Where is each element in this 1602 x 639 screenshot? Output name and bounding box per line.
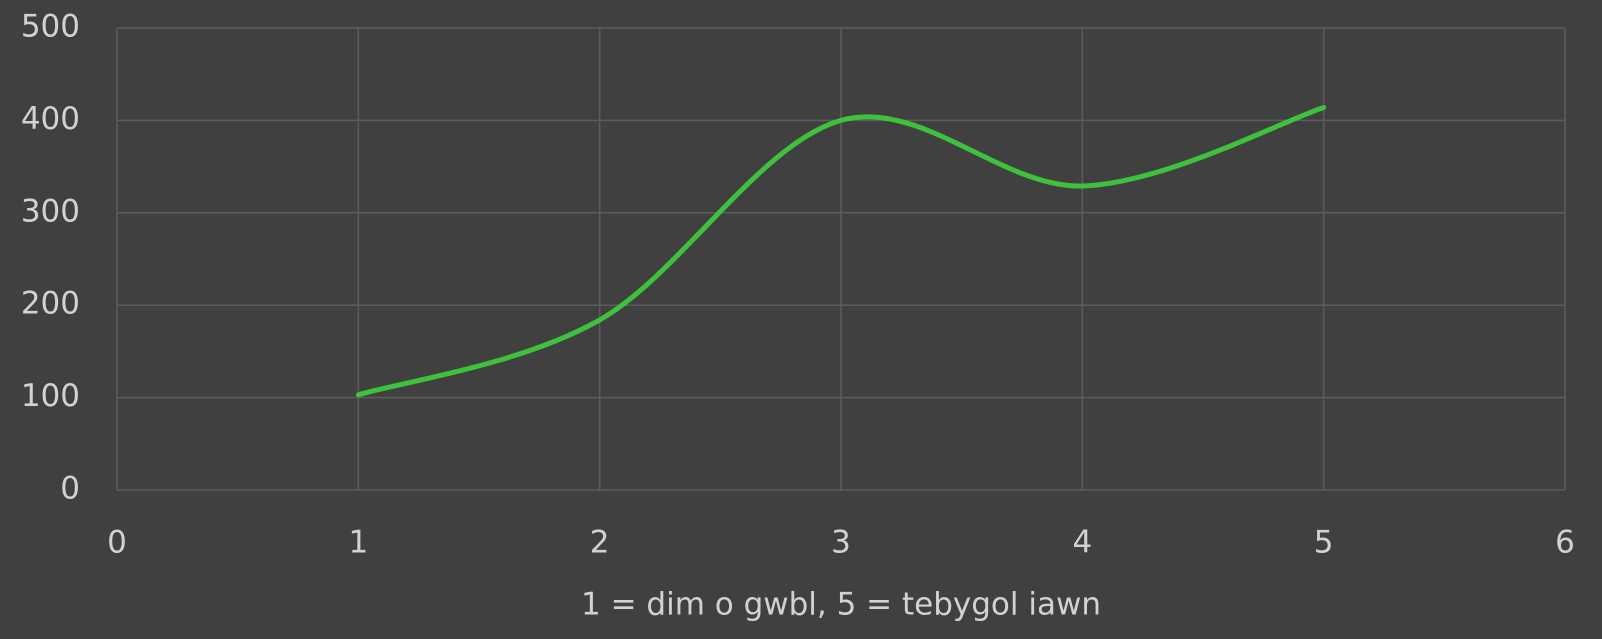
y-tick-label: 500: [21, 9, 80, 45]
x-tick-label: 0: [107, 525, 127, 561]
x-tick-label: 1: [348, 525, 368, 561]
y-tick-label: 0: [60, 471, 80, 507]
x-tick-label: 6: [1555, 525, 1575, 561]
y-tick-label: 400: [21, 101, 80, 137]
y-tick-label: 100: [21, 378, 80, 414]
x-axis-label: 1 = dim o gwbl, 5 = tebygol iawn: [581, 587, 1101, 623]
x-tick-label: 2: [590, 525, 610, 561]
y-tick-label: 300: [21, 193, 80, 229]
x-tick-label: 4: [1072, 525, 1092, 561]
line: [355, 104, 1327, 398]
y-tick-label: 200: [21, 286, 80, 322]
x-tick-label: 5: [1314, 525, 1334, 561]
x-tick-label: 3: [831, 525, 851, 561]
